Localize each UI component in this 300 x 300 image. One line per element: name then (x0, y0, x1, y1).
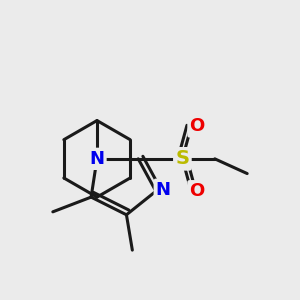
Text: O: O (190, 182, 205, 200)
Text: N: N (89, 150, 104, 168)
Text: N: N (156, 181, 171, 199)
Text: O: O (190, 117, 205, 135)
Text: S: S (176, 149, 189, 168)
